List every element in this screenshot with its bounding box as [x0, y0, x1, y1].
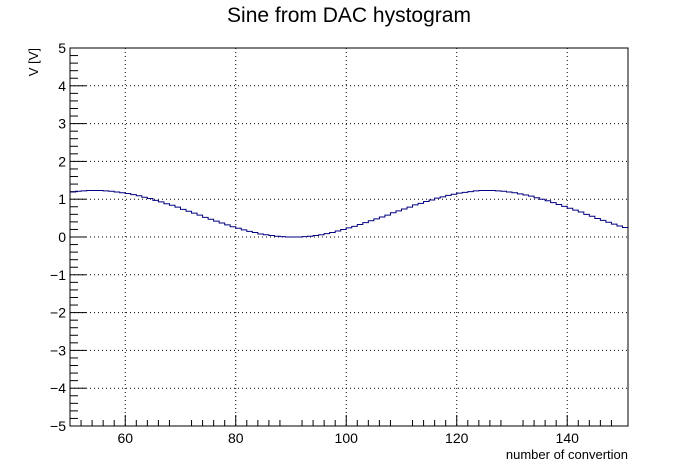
x-tick-label: 100 — [335, 430, 359, 446]
y-tick-label: 0 — [58, 229, 66, 245]
x-tick-label: 140 — [556, 430, 580, 446]
y-tick-label: 3 — [58, 116, 66, 132]
series-step-line — [70, 190, 628, 238]
x-tick-label: 60 — [117, 430, 133, 446]
plot-frame — [69, 47, 629, 427]
chart-title: Sine from DAC hystogram — [227, 4, 471, 27]
y-tick-label: −1 — [50, 267, 66, 283]
y-tick-label: −2 — [50, 305, 66, 321]
y-tick-label: 5 — [58, 40, 66, 56]
y-tick-label: −4 — [50, 380, 66, 396]
y-tick-label: −3 — [50, 342, 66, 358]
y-tick-label: 1 — [58, 191, 66, 207]
x-tick-label: 80 — [228, 430, 244, 446]
y-tick-label: −5 — [50, 418, 66, 434]
x-tick-label: 120 — [445, 430, 469, 446]
y-tick-labels: −5 −4 −3 −2 −1 0 1 2 3 4 5 — [50, 40, 66, 434]
grid-lines — [70, 48, 628, 426]
y-axis-title: V [V] — [26, 48, 41, 76]
y-tick-label: 4 — [58, 78, 66, 94]
y-tick-label: 2 — [58, 153, 66, 169]
x-tick-labels: 60 80 100 120 140 — [117, 430, 579, 446]
axis-ticks — [70, 47, 612, 427]
x-axis-title: number of convertion — [506, 447, 628, 462]
